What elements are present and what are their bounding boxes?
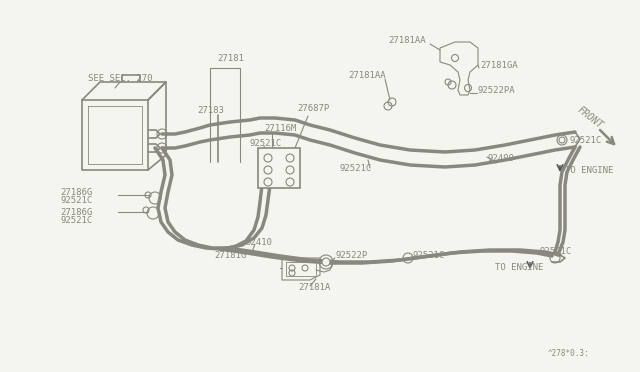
Text: 92521C: 92521C bbox=[60, 215, 92, 224]
Text: TO ENGINE: TO ENGINE bbox=[495, 263, 543, 272]
Text: 27183: 27183 bbox=[197, 106, 224, 115]
Text: 92521C: 92521C bbox=[249, 138, 281, 148]
Circle shape bbox=[322, 258, 330, 266]
Text: 27687P: 27687P bbox=[297, 103, 329, 112]
Text: 92521C: 92521C bbox=[570, 135, 602, 144]
Text: 27116M: 27116M bbox=[264, 124, 296, 132]
Text: 92521C: 92521C bbox=[540, 247, 572, 257]
Text: ^278*0.3:: ^278*0.3: bbox=[548, 350, 589, 359]
Text: 27186G: 27186G bbox=[60, 187, 92, 196]
Text: 92400: 92400 bbox=[488, 154, 515, 163]
Text: 27181GA: 27181GA bbox=[480, 61, 518, 70]
Text: 92410: 92410 bbox=[245, 237, 272, 247]
Text: 27181G: 27181G bbox=[214, 250, 246, 260]
Text: 92521C: 92521C bbox=[340, 164, 372, 173]
Text: 27181A: 27181A bbox=[298, 283, 330, 292]
Text: 92522P: 92522P bbox=[336, 250, 368, 260]
Text: 92522PA: 92522PA bbox=[478, 86, 516, 94]
Text: FRONT: FRONT bbox=[575, 105, 604, 131]
Text: 27181: 27181 bbox=[217, 54, 244, 62]
Text: 92521C: 92521C bbox=[60, 196, 92, 205]
Text: 92521C: 92521C bbox=[413, 250, 445, 260]
Text: TO ENGINE: TO ENGINE bbox=[565, 166, 613, 174]
Circle shape bbox=[559, 137, 565, 143]
Bar bbox=[258, 148, 300, 188]
Text: SEE SEC. 270: SEE SEC. 270 bbox=[88, 74, 152, 83]
Text: 27186G: 27186G bbox=[60, 208, 92, 217]
Text: 27181AA: 27181AA bbox=[388, 35, 426, 45]
Text: 27181AA: 27181AA bbox=[348, 71, 386, 80]
